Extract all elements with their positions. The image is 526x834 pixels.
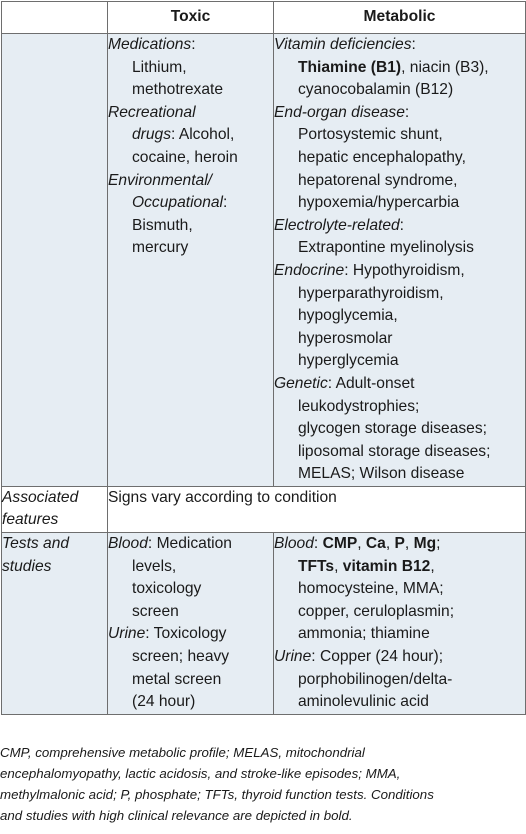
list-line: hyperparathyroidism, [298, 284, 444, 302]
list-line: hepatic encephalopathy, [298, 148, 466, 166]
list-item-genetic: Genetic: Adult-onset leukodystrophies; g… [274, 373, 525, 486]
label-line: Associated [2, 488, 79, 506]
group-heading: Urine [274, 648, 312, 666]
list-line: mercury [132, 239, 189, 257]
list-line: homocysteine, MMA; [298, 580, 444, 598]
differential-table: Toxic Metabolic Medications: Lithium, me… [1, 1, 526, 715]
header-row: Toxic Metabolic [1, 1, 526, 34]
footnote-line: methylmalonic acid; P, phosphate; TFTs, … [0, 787, 434, 802]
bold-term: TFTs [298, 557, 335, 575]
list-line: aminolevulinic acid [298, 693, 429, 711]
label-line: features [2, 511, 59, 529]
list-text: Adult-onset [332, 374, 415, 392]
footnote-line: encephalomyopathy, lactic acidosis, and … [0, 766, 401, 781]
list-line: metal screen [132, 670, 222, 688]
list-line: glycogen storage diseases; [298, 420, 487, 438]
cell-toxic-tests: Blood: Medication levels, toxicology scr… [107, 532, 274, 715]
cell-metabolic-tests: Blood: CMP, Ca, P, Mg; TFTs, vitamin B12… [273, 532, 526, 715]
footnote-line: CMP, comprehensive metabolic profile; ME… [0, 745, 365, 760]
group-heading: Genetic [274, 374, 328, 392]
list-line: methotrexate [132, 81, 224, 99]
label-line: Tests and [2, 535, 70, 553]
list-item-vitamin: Vitamin deficiencies: Thiamine (B1), nia… [274, 34, 525, 102]
bold-term: CMP [322, 535, 358, 553]
label-line: studies [2, 557, 52, 575]
list-text: Copper (24 hour); [315, 648, 444, 666]
list-line: TFTs, vitamin B12, [298, 557, 435, 575]
row-label-associated: Associated features [1, 485, 108, 534]
list-line: toxicology [132, 580, 202, 598]
list-text: Toxicology [149, 625, 227, 643]
list-text: Medication [152, 535, 232, 553]
list-item-endocrine: Endocrine: Hypothyroidism, hyperparathyr… [274, 260, 525, 373]
col-header-metabolic: Metabolic [273, 1, 526, 34]
group-heading: Environmental/ [108, 171, 213, 189]
list-line: drugs: Alcohol, [132, 126, 235, 144]
list-line: hyperglycemia [298, 352, 399, 370]
list-line: Lithium, [132, 58, 187, 76]
list-line: (24 hour) [132, 693, 196, 711]
list-line: screen [132, 602, 179, 620]
list-item-environmental: Environmental/ Occupational: Bismuth, me… [108, 170, 273, 260]
cell-associated-features: Signs vary according to condition [107, 485, 526, 534]
list-line: Bismuth, [132, 216, 193, 234]
group-heading: Vitamin deficiencies [274, 36, 412, 53]
list-line: liposomal storage diseases; [298, 442, 491, 460]
table-row-causes: Medications: Lithium, methotrexate Recre… [1, 33, 526, 487]
group-heading: Medications [108, 36, 192, 53]
list-item-blood: Blood: Medication levels, toxicology scr… [108, 533, 273, 623]
bold-term: Mg [413, 535, 437, 553]
list-line: cyanocobalamin (B12) [298, 81, 454, 99]
list-line: hypoxemia/hypercarbia [298, 194, 460, 212]
list-line: Extrapontine myelinolysis [298, 239, 474, 257]
group-heading: Urine [108, 625, 146, 643]
list-item-end-organ: End-organ disease: Portosystemic shunt, … [274, 102, 525, 215]
group-heading: End-organ disease [274, 103, 405, 121]
list-item-electrolyte: Electrolyte-related: Extrapontine myelin… [274, 215, 525, 260]
list-line: levels, [132, 557, 177, 575]
list-item-urine: Urine: Copper (24 hour); porphobilinogen… [274, 646, 525, 714]
list-line: hepatorenal syndrome, [298, 171, 458, 189]
list-line: porphobilinogen/delta- [298, 670, 453, 688]
group-heading: Endocrine [274, 261, 345, 279]
list-item-urine: Urine: Toxicology screen; heavy metal sc… [108, 623, 273, 713]
table-row-tests: Tests and studies Blood: Medication leve… [1, 532, 526, 715]
corner-cell [1, 1, 108, 34]
group-heading: Blood [108, 535, 148, 553]
cell-toxic-causes: Medications: Lithium, methotrexate Recre… [107, 33, 274, 487]
group-heading: Recreational [108, 103, 196, 121]
footnote-line: and studies with high clinical relevance… [0, 808, 353, 823]
col-header-toxic: Toxic [107, 1, 274, 34]
list-item-medications: Medications: Lithium, methotrexate [108, 34, 273, 102]
row-label-empty [1, 33, 108, 487]
list-line: Portosystemic shunt, [298, 126, 443, 144]
bold-term: vitamin B12 [342, 557, 431, 575]
list-line: hypoglycemia, [298, 307, 398, 325]
list-text: , niacin (B3), [401, 58, 489, 76]
list-text: Hypothyroidism, [348, 261, 465, 279]
list-line: copper, ceruloplasmin; [298, 602, 455, 620]
group-heading: Electrolyte-related [274, 216, 400, 234]
row-label-tests: Tests and studies [1, 532, 108, 715]
list-line: hyperosmolar [298, 329, 393, 347]
list-line: Occupational: [132, 194, 228, 212]
list-line: cocaine, heroin [132, 148, 238, 166]
list-line: MELAS; Wilson disease [298, 465, 465, 483]
list-line: Thiamine (B1), niacin (B3), [274, 57, 525, 80]
list-item-recreational: Recreational drugs: Alcohol, cocaine, he… [108, 102, 273, 170]
bold-term: Thiamine (B1) [298, 58, 402, 76]
list-line: ammonia; thiamine [298, 625, 430, 643]
list-item-blood: Blood: CMP, Ca, P, Mg; TFTs, vitamin B12… [274, 533, 525, 646]
bold-term: Ca [365, 535, 386, 553]
sep: : [191, 36, 196, 53]
group-heading: Blood [274, 535, 314, 553]
footnote: CMP, comprehensive metabolic profile; ME… [0, 742, 526, 826]
list-line: screen; heavy [132, 648, 230, 666]
list-line: leukodystrophies; [298, 397, 420, 415]
bold-term: P [394, 535, 405, 553]
table-row-associated: Associated features Signs vary according… [1, 485, 526, 534]
cell-metabolic-causes: Vitamin deficiencies: Thiamine (B1), nia… [273, 33, 526, 487]
